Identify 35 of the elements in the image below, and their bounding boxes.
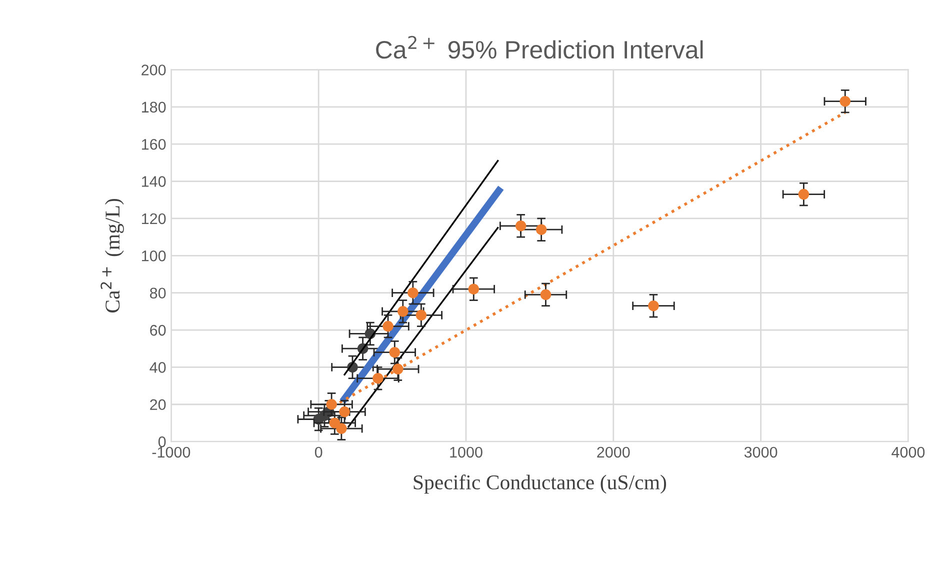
x-tick-label: 4000 xyxy=(892,446,925,458)
point xyxy=(398,306,408,317)
x-tick-label: -1000 xyxy=(152,446,190,458)
x-tick-label: 2000 xyxy=(597,446,630,458)
point xyxy=(515,220,526,232)
y-tick-label: 0 xyxy=(158,436,166,448)
point xyxy=(536,224,547,235)
point xyxy=(416,310,427,321)
point xyxy=(798,188,810,200)
y-tick-label: 20 xyxy=(150,399,166,410)
x-tick-label: 0 xyxy=(314,446,322,458)
point xyxy=(392,364,404,374)
x-tick-label: 1000 xyxy=(450,446,482,458)
y-tick-label: 80 xyxy=(150,288,166,299)
y-tick-label: 160 xyxy=(142,138,166,150)
point xyxy=(389,346,400,358)
point xyxy=(326,398,337,410)
point xyxy=(540,289,552,300)
chart-title: Ca$^{2+}$ 95% Prediction Interval xyxy=(376,36,703,59)
point xyxy=(382,320,394,332)
y-tick-label: 120 xyxy=(142,213,166,224)
y-tick-label: 100 xyxy=(142,250,166,262)
y-tick-label: 40 xyxy=(150,362,166,373)
y-tick-label: 200 xyxy=(142,64,166,76)
point xyxy=(372,372,384,384)
point xyxy=(840,96,850,107)
y-tick-label: 180 xyxy=(142,102,166,113)
x-tick-label: 3000 xyxy=(744,446,778,458)
y-tick-label: 140 xyxy=(142,176,166,187)
point xyxy=(408,287,418,298)
y-axis-title: Ca$^{2+}$ (mg/L) xyxy=(100,198,124,312)
y-tick-label: 60 xyxy=(150,324,166,336)
point xyxy=(468,284,480,294)
point xyxy=(648,300,659,312)
x-axis-title: Specific Conductance (uS/cm) xyxy=(414,474,666,494)
